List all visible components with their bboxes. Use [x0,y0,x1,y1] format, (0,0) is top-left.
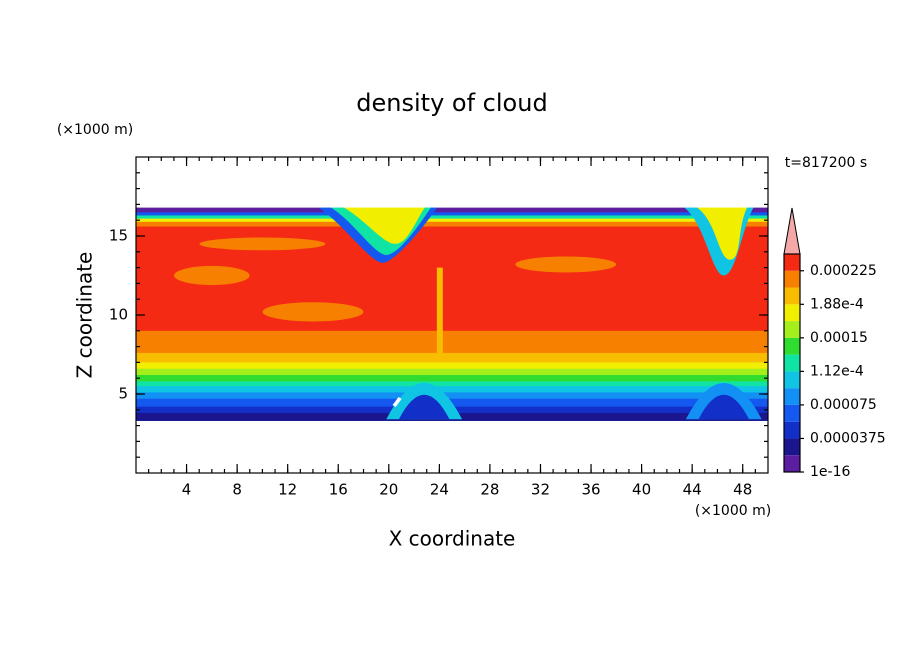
annotation: t=817200 s [785,155,867,171]
contour-patch [439,333,591,350]
colorbar-band [784,371,800,389]
colorbar-label: 1.88e-4 [810,296,864,312]
x-tick-label: 32 [531,481,550,499]
x-tick-label: 20 [379,481,398,499]
colorbar-band [784,438,800,456]
x-tick-label: 28 [480,481,499,499]
colorbar-band [784,287,800,305]
chart-title: density of cloud [356,89,547,117]
updraft-column [436,267,443,363]
colorbar-band [784,304,800,322]
contour-edge [692,204,750,260]
contour-patch [262,302,364,322]
colorbar-band [784,270,800,288]
x-tick-label: 8 [232,481,242,499]
contour-patch [515,256,617,273]
contour-patch [174,265,250,286]
colorbar-label: 0.00015 [810,330,868,346]
x-tick-label: 36 [581,481,600,499]
field-layers [136,157,768,421]
x-tick-label: 16 [329,481,348,499]
updraft [398,394,450,420]
colorbar-band [784,354,800,372]
colorbar-label: 0.000075 [810,397,877,413]
colorbar-frame [783,253,801,473]
colorbar-band [784,254,800,271]
white-top [136,157,768,208]
colorbar-band [784,337,800,355]
y-tick-label: 15 [109,227,128,245]
x-tick-label: 40 [632,481,651,499]
y-tick-label: 10 [109,306,128,324]
contour-patch [199,237,326,251]
colorbar-label: 1.12e-4 [810,363,864,379]
y-tick-label: 5 [118,385,128,403]
colorbar-label: 0.0000375 [810,430,886,446]
updraft [698,394,750,420]
colorbar-band [784,404,800,422]
contour-edge [338,204,427,244]
colorbar-label: 1e-16 [810,464,850,480]
colorbar-band [784,388,800,405]
colorbar-label: 0.000225 [810,263,877,279]
x-tick-label: 24 [430,481,449,499]
colorbar-extension [783,207,801,255]
y-axis-label: Z coordinate [73,252,97,379]
x-tick-label: 44 [683,481,702,499]
colorbar-band [784,421,800,439]
x-tick-label: 4 [182,481,192,499]
colorbar-band [784,455,800,472]
contour-field [136,157,768,421]
x-tick-label: 12 [278,481,297,499]
x-unit: (×1000 m) [695,503,771,519]
y-unit: (×1000 m) [57,122,133,138]
x-tick-label: 48 [733,481,752,499]
gap [392,397,402,408]
x-axis-label: X coordinate [389,527,516,551]
colorbar-band [784,321,800,338]
